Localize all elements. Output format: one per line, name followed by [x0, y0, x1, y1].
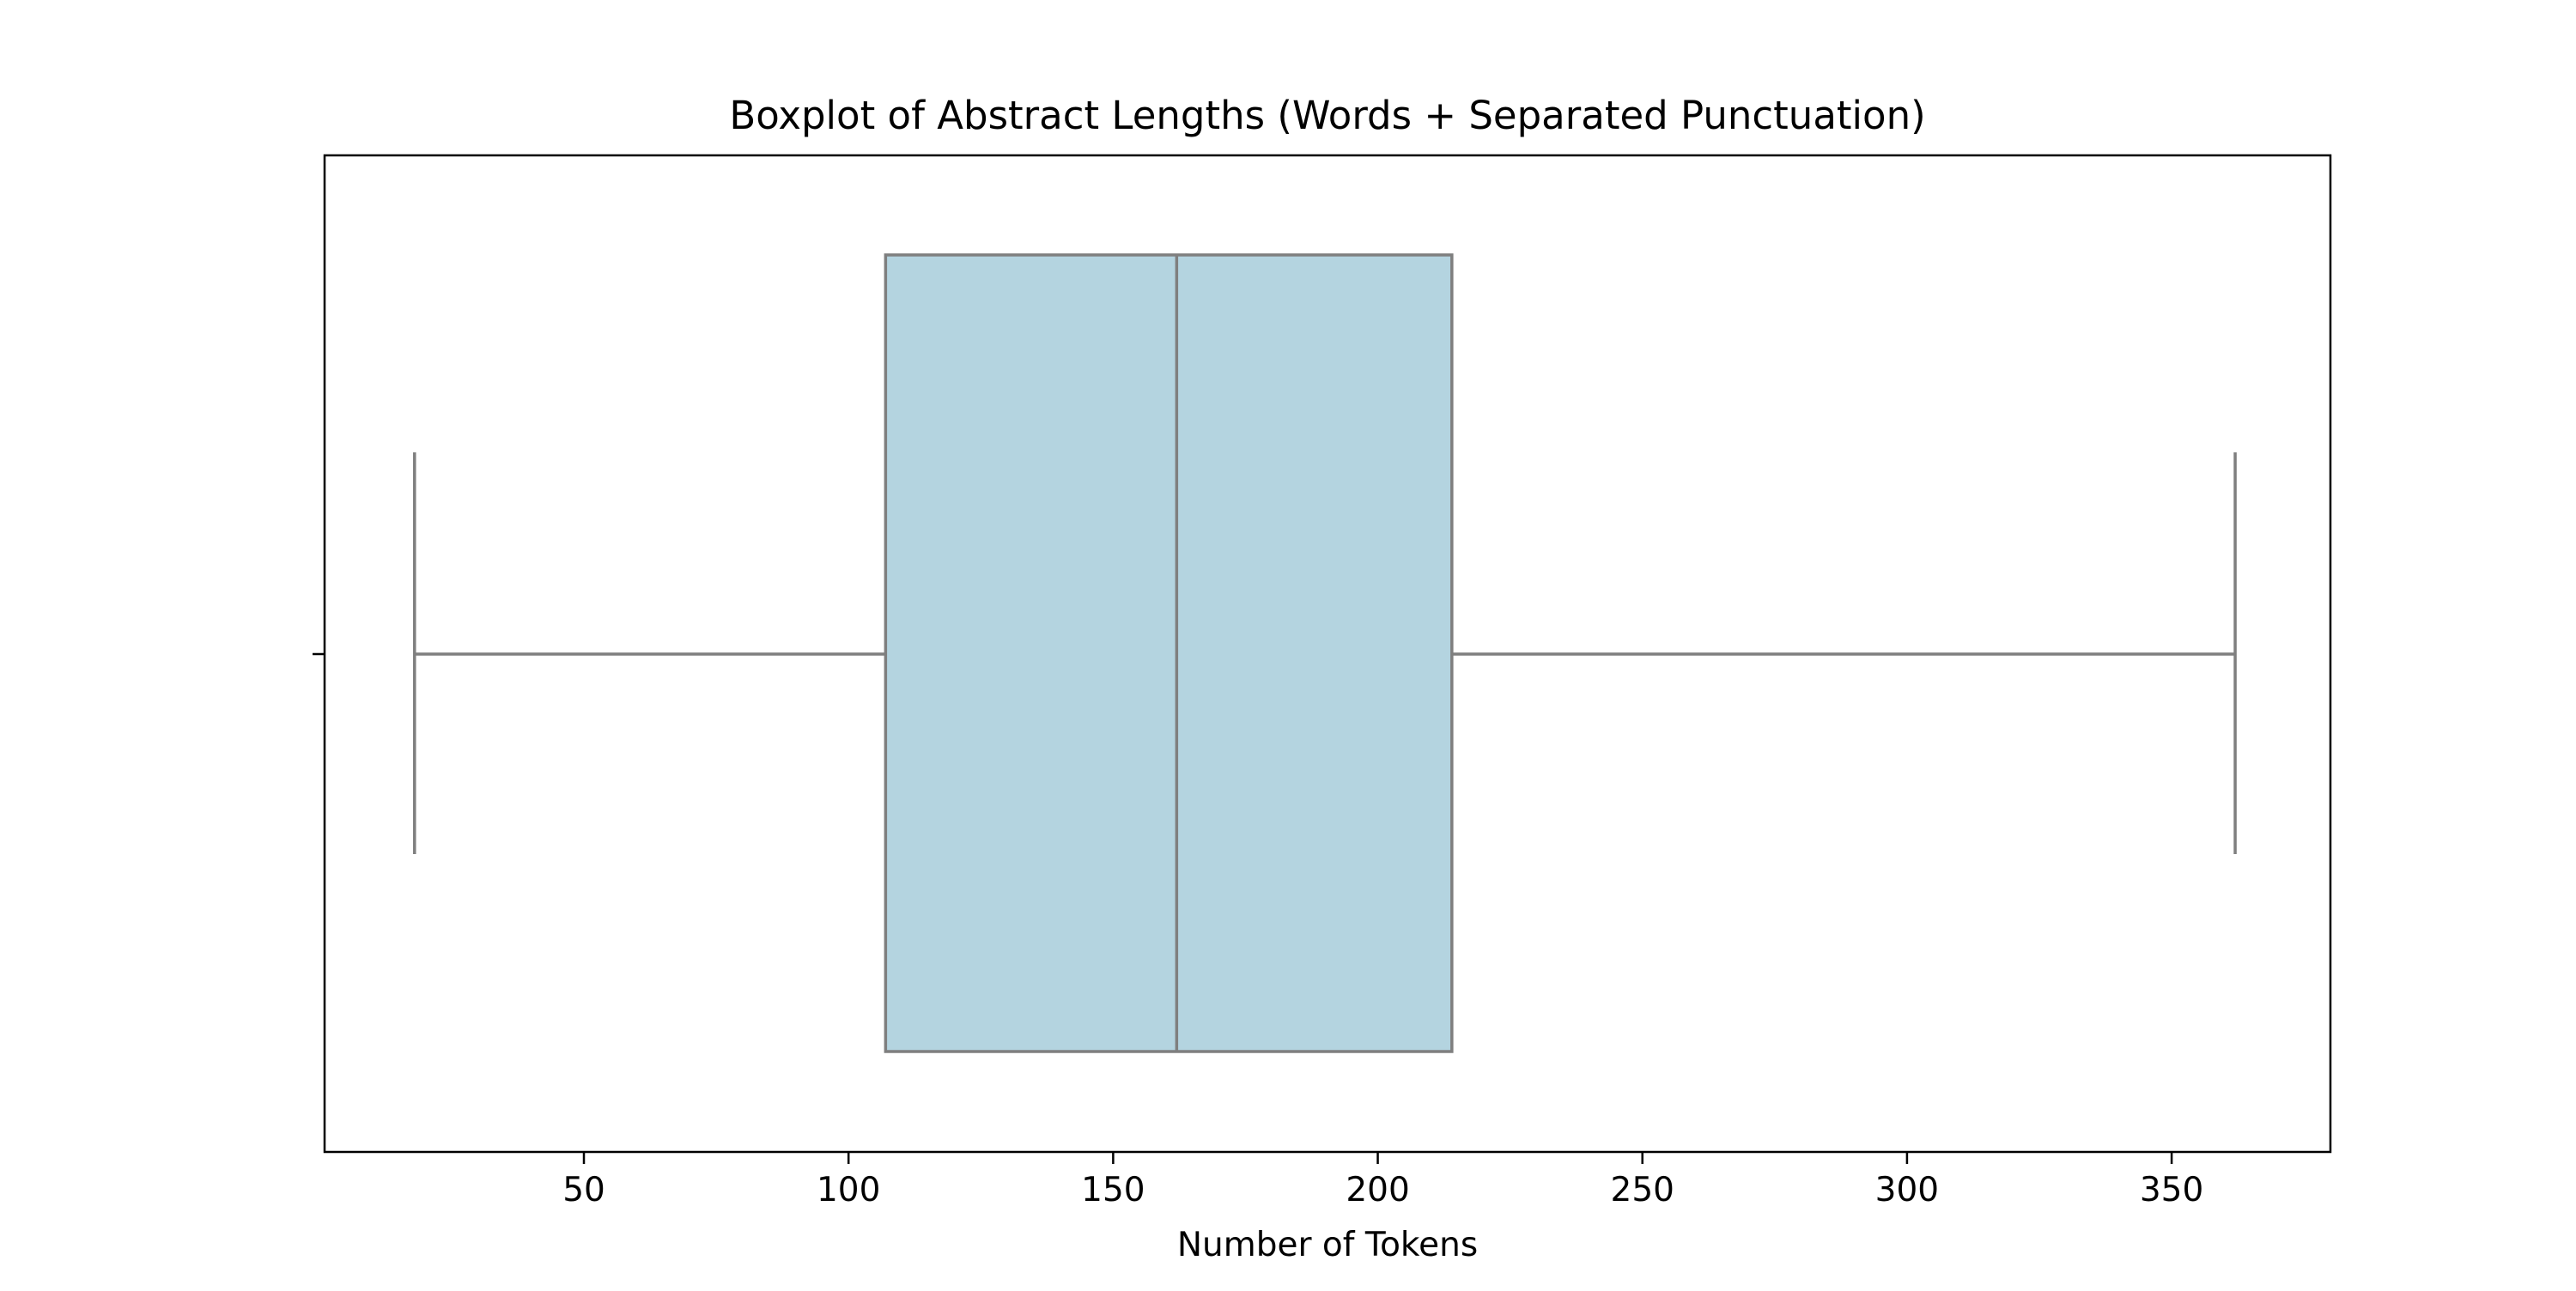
x-tick-label: 250: [1611, 1171, 1674, 1209]
x-tick-label: 300: [1875, 1171, 1939, 1209]
x-tick-label: 150: [1081, 1171, 1145, 1209]
chart-title: Boxplot of Abstract Lengths (Words + Sep…: [729, 93, 1925, 138]
x-tick-label: 100: [817, 1171, 880, 1209]
x-tick-label: 50: [562, 1171, 605, 1209]
x-tick-label: 200: [1346, 1171, 1409, 1209]
iqr-box: [884, 253, 1454, 1053]
x-axis-ticks: 50 100 150 200 250 300 350: [562, 1152, 2203, 1209]
plot-marks: [413, 253, 2237, 1053]
x-tick-label: 350: [2140, 1171, 2203, 1209]
x-axis-label: Number of Tokens: [1177, 1226, 1478, 1264]
